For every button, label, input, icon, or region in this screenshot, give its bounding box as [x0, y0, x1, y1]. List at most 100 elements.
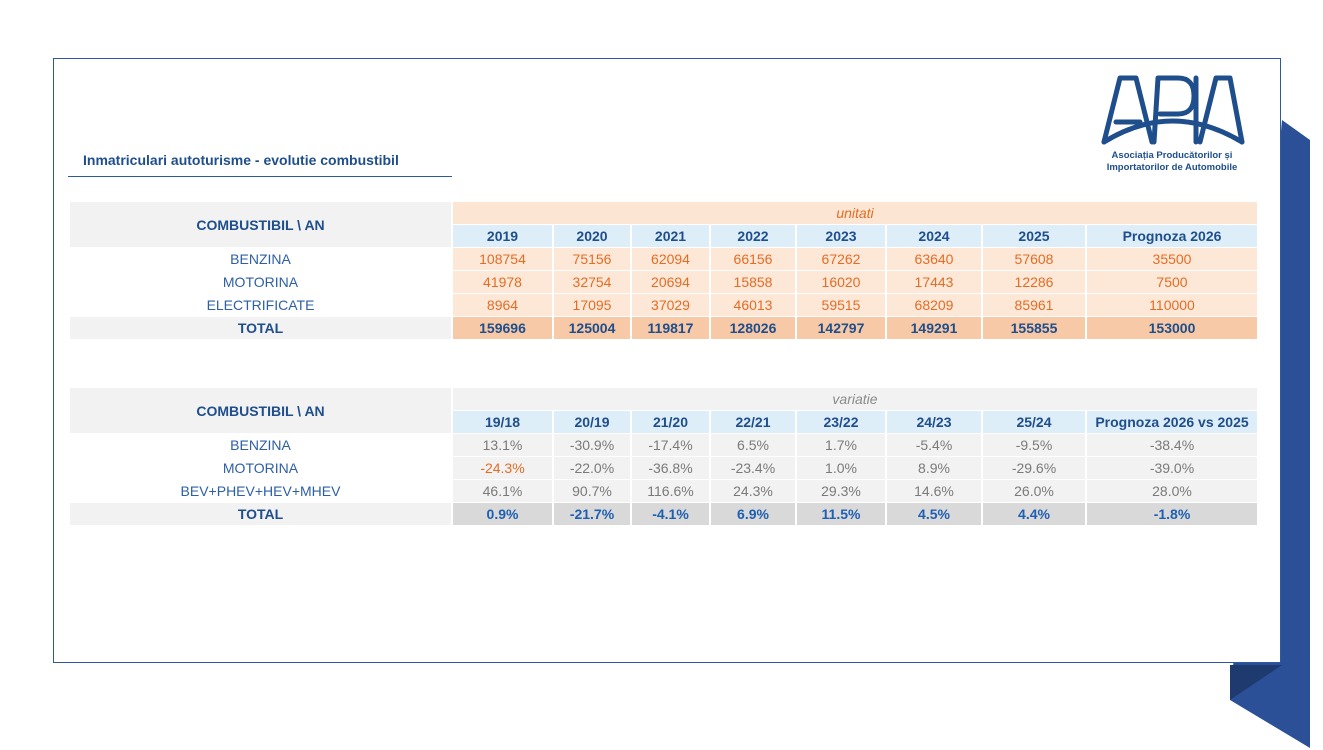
table-cell: 0.9%: [453, 503, 552, 525]
variation-table: COMBUSTIBIL \ AN variatie 19/18 20/19 21…: [68, 387, 1259, 526]
table-cell: 75156: [554, 248, 630, 270]
row-label: BENZINA: [230, 437, 291, 453]
logo-text-line-2: Importatorilor de Automobile: [1106, 162, 1238, 173]
column-header: Prognoza 2026: [1087, 225, 1257, 247]
table-cell: 155855: [983, 317, 1085, 339]
page-title: Inmatriculari autoturisme - evolutie com…: [83, 152, 399, 168]
table-cell: 46013: [711, 294, 795, 316]
column-header: 25/24: [983, 411, 1085, 433]
units-corner-header: COMBUSTIBIL \ AN: [70, 202, 451, 247]
table-cell: -21.7%: [554, 503, 630, 525]
table-cell: -17.4%: [632, 434, 709, 456]
column-header: 2020: [554, 225, 630, 247]
variation-period-header-row: 19/18 20/19 21/20 22/21 23/22 24/23 25/2…: [70, 411, 1257, 433]
table-cell: 8.9%: [887, 457, 981, 479]
slide-frame: [53, 58, 1281, 663]
table-cell: 28.0%: [1087, 480, 1257, 502]
table-total-row: TOTAL 159696 125004 119817 128026 142797…: [70, 317, 1257, 339]
column-header: Prognoza 2026 vs 2025: [1087, 411, 1257, 433]
table-cell: 68209: [887, 294, 981, 316]
table-cell: 108754: [453, 248, 552, 270]
table-cell: -22.0%: [554, 457, 630, 479]
table-total-row: TOTAL 0.9% -21.7% -4.1% 6.9% 11.5% 4.5% …: [70, 503, 1257, 525]
table-cell: 149291: [887, 317, 981, 339]
table-cell: 62094: [632, 248, 709, 270]
table-cell: 24.3%: [711, 480, 795, 502]
column-header: 19/18: [453, 411, 552, 433]
table-cell: -39.0%: [1087, 457, 1257, 479]
row-label: ELECTRIFICATE: [206, 297, 315, 313]
table-cell: -38.4%: [1087, 434, 1257, 456]
table-cell: 63640: [887, 248, 981, 270]
table-cell: 67262: [797, 248, 885, 270]
row-label: TOTAL: [70, 317, 451, 339]
column-header: 24/23: [887, 411, 981, 433]
apia-logo-mark: [1101, 75, 1245, 145]
table-cell: 159696: [453, 317, 552, 339]
table-cell: 1.0%: [797, 457, 885, 479]
table-row: BENZINA 108754 75156 62094 66156 67262 6…: [70, 248, 1257, 270]
column-header: 2019: [453, 225, 552, 247]
table-cell: 20694: [632, 271, 709, 293]
table-cell: 1.7%: [797, 434, 885, 456]
column-header: 2021: [632, 225, 709, 247]
table-row: BENZINA 13.1% -30.9% -17.4% 6.5% 1.7% -5…: [70, 434, 1257, 456]
table-cell: 12286: [983, 271, 1085, 293]
column-header: 2022: [711, 225, 795, 247]
table-cell: -1.8%: [1087, 503, 1257, 525]
row-label: TOTAL: [70, 503, 451, 525]
table-cell: -4.1%: [632, 503, 709, 525]
table-row: ELECTRIFICATE 8964 17095 37029 46013 595…: [70, 294, 1257, 316]
table-cell: 35500: [1087, 248, 1257, 270]
table-cell: 6.5%: [711, 434, 795, 456]
table-cell: 17095: [554, 294, 630, 316]
table-cell: 17443: [887, 271, 981, 293]
row-label: MOTORINA: [222, 274, 299, 290]
table-cell: 11.5%: [797, 503, 885, 525]
table-cell: 46.1%: [453, 480, 552, 502]
table-cell: 59515: [797, 294, 885, 316]
column-header: 2023: [797, 225, 885, 247]
column-header: 2025: [983, 225, 1085, 247]
table-cell: 26.0%: [983, 480, 1085, 502]
table-cell: 153000: [1087, 317, 1257, 339]
table-row: MOTORINA 41978 32754 20694 15858 16020 1…: [70, 271, 1257, 293]
table-cell: -30.9%: [554, 434, 630, 456]
table-cell: 14.6%: [887, 480, 981, 502]
column-header: 21/20: [632, 411, 709, 433]
table-cell: 4.4%: [983, 503, 1085, 525]
table-cell: 142797: [797, 317, 885, 339]
table-cell: -5.4%: [887, 434, 981, 456]
table-cell: 125004: [554, 317, 630, 339]
table-cell: 8964: [453, 294, 552, 316]
table-cell: -23.4%: [711, 457, 795, 479]
table-cell: 15858: [711, 271, 795, 293]
title-underline: [68, 176, 452, 177]
table-cell: 13.1%: [453, 434, 552, 456]
table-cell: -24.3%: [453, 457, 552, 479]
table-row: MOTORINA -24.3% -22.0% -36.8% -23.4% 1.0…: [70, 457, 1257, 479]
table-cell: 66156: [711, 248, 795, 270]
column-header: 20/19: [554, 411, 630, 433]
row-label: MOTORINA: [222, 460, 299, 476]
table-cell: 4.5%: [887, 503, 981, 525]
units-table: COMBUSTIBIL \ AN unitati 2019 2020 2021 …: [68, 201, 1259, 340]
row-label: BEV+PHEV+HEV+MHEV: [180, 483, 341, 499]
table-cell: 119817: [632, 317, 709, 339]
table-cell: 16020: [797, 271, 885, 293]
row-label: BENZINA: [230, 251, 291, 267]
table-cell: 85961: [983, 294, 1085, 316]
units-group-label: unitati: [453, 202, 1257, 224]
column-header: 22/21: [711, 411, 795, 433]
table-cell: 6.9%: [711, 503, 795, 525]
table-cell: 32754: [554, 271, 630, 293]
table-cell: 116.6%: [632, 480, 709, 502]
table-cell: 110000: [1087, 294, 1257, 316]
units-year-header-row: 2019 2020 2021 2022 2023 2024 2025 Progn…: [70, 225, 1257, 247]
variation-group-label: variatie: [453, 388, 1257, 410]
column-header: 23/22: [797, 411, 885, 433]
apia-logo: Asociația Producătorilor și Importatoril…: [1098, 72, 1246, 178]
table-cell: 7500: [1087, 271, 1257, 293]
logo-text-line-1: Asociația Producătorilor și: [1111, 150, 1233, 161]
table-row: BEV+PHEV+HEV+MHEV 46.1% 90.7% 116.6% 24.…: [70, 480, 1257, 502]
